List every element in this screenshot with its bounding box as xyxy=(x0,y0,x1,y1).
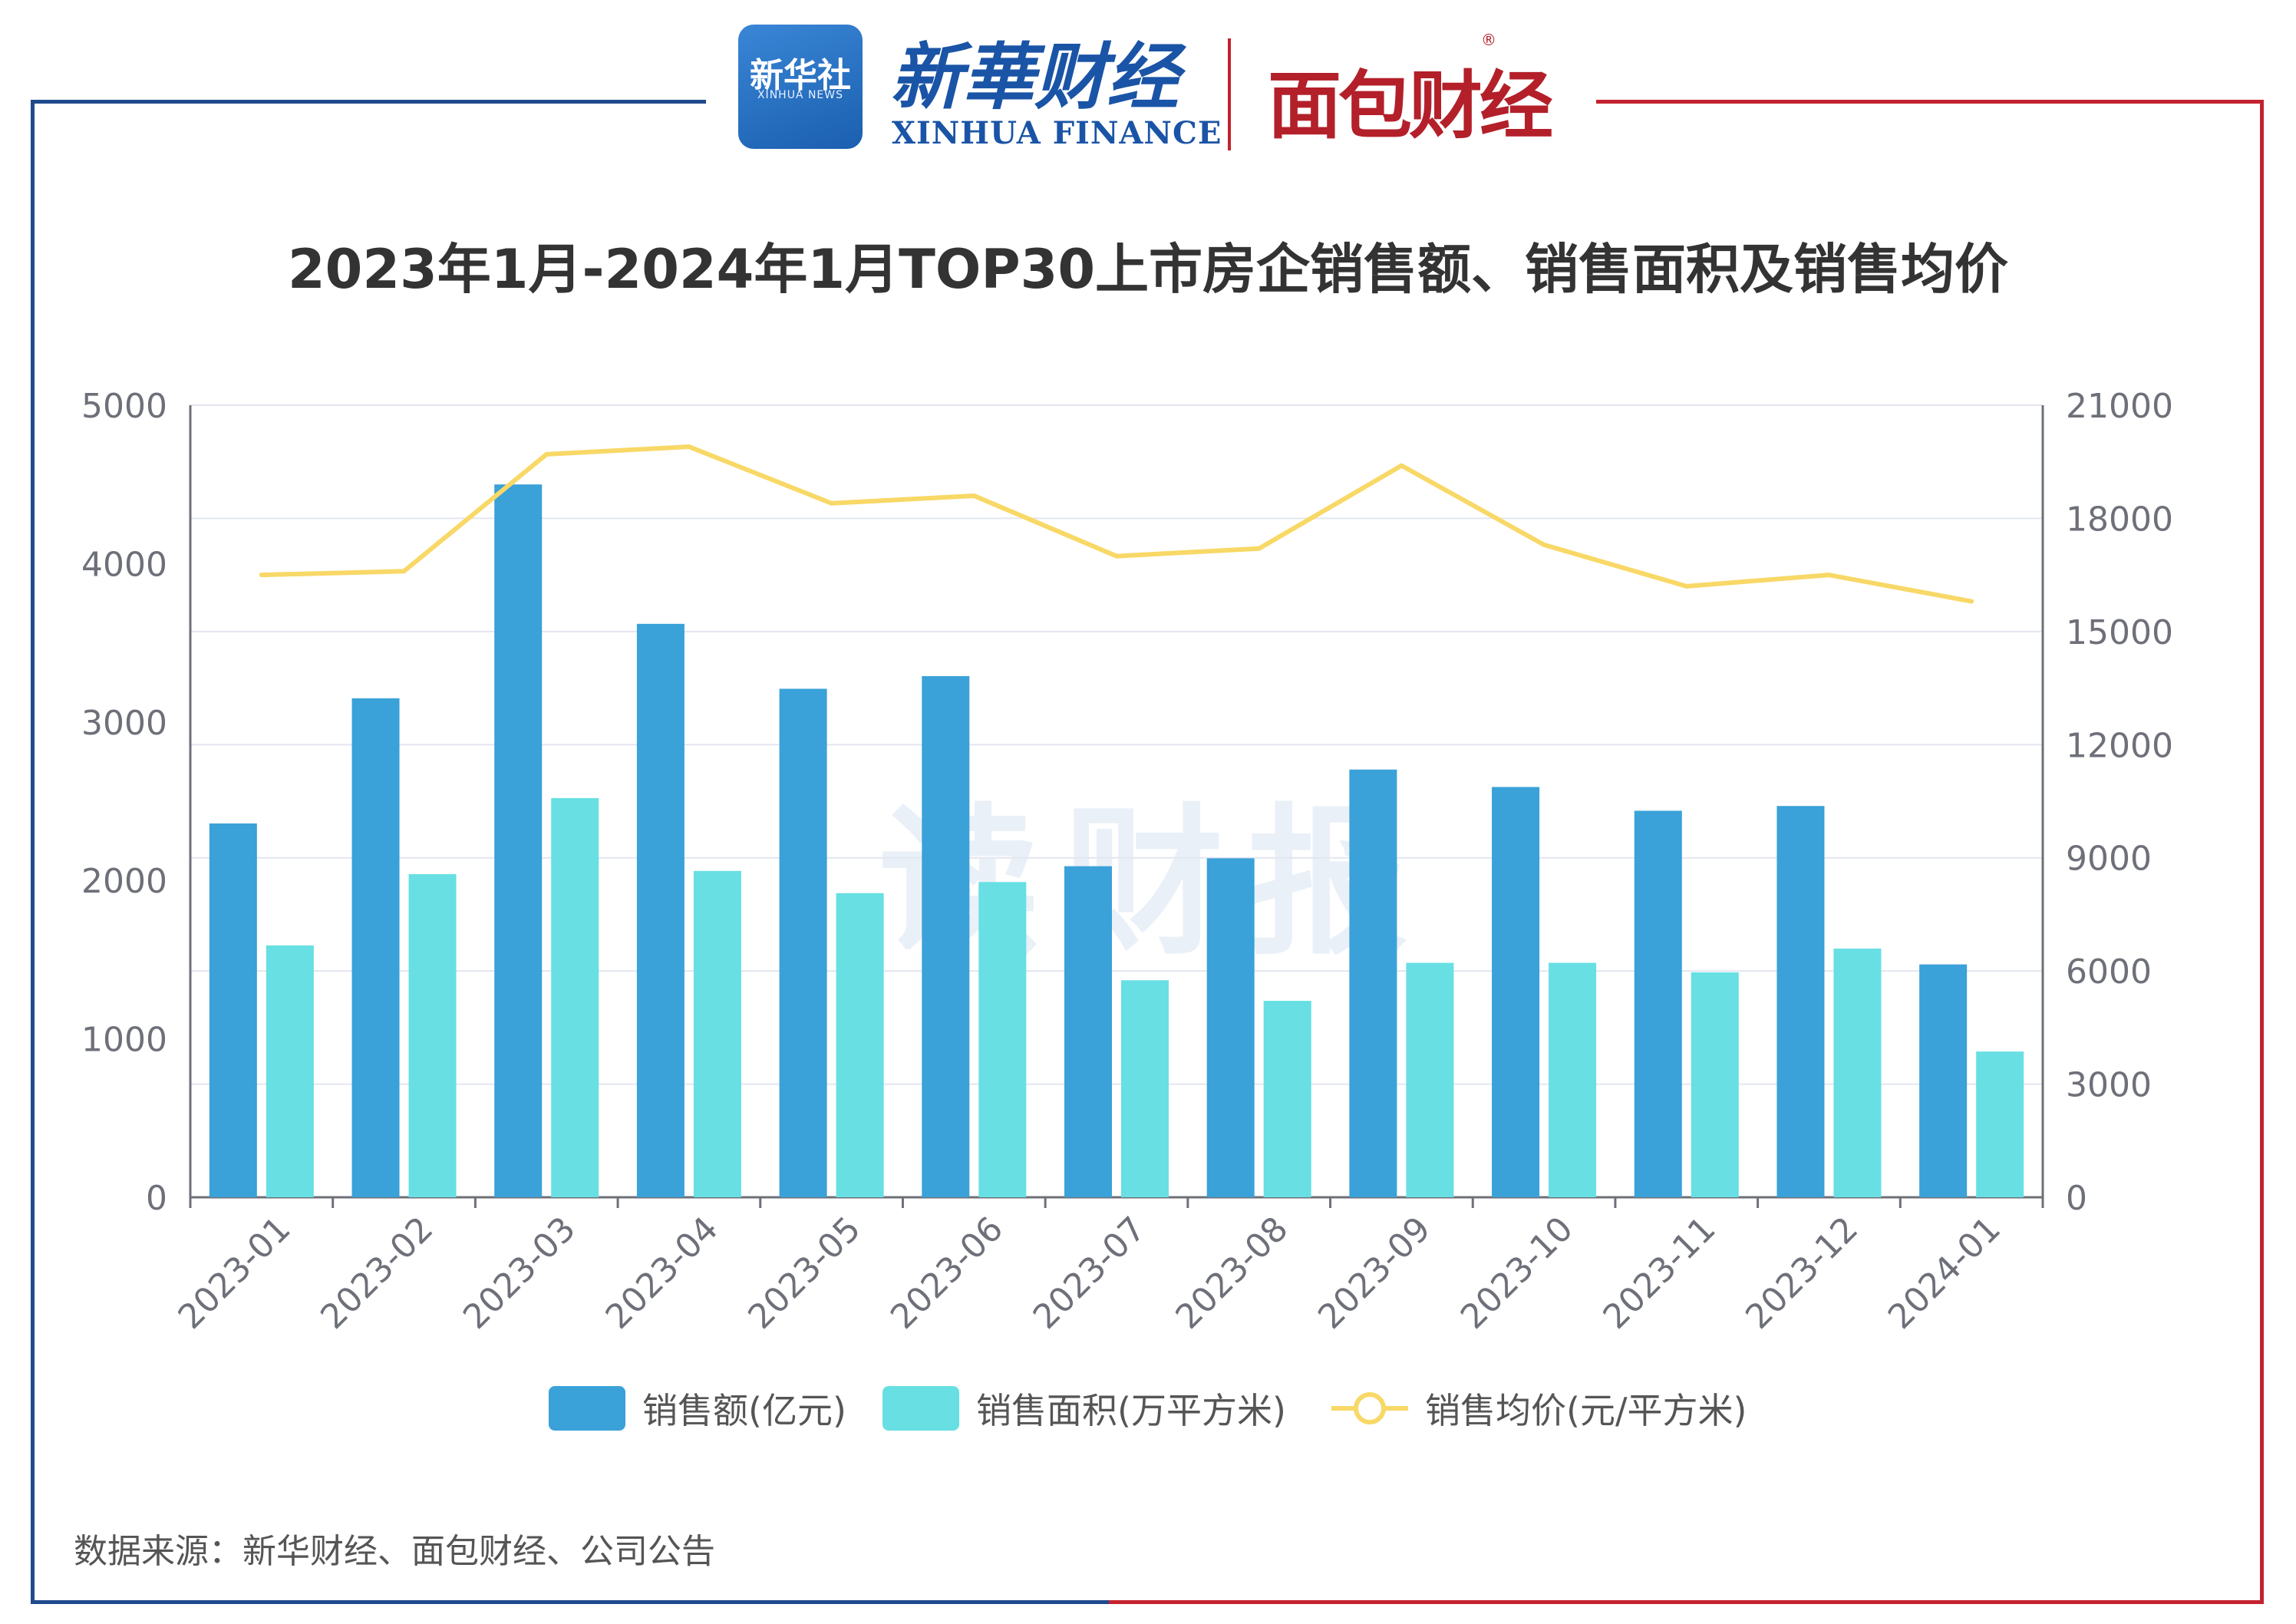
y-left-tick-label: 2000 xyxy=(81,862,167,901)
point-avg-price xyxy=(1399,463,1404,468)
logo-divider xyxy=(1228,38,1231,150)
x-tick-label: 2023-07 xyxy=(1026,1210,1153,1337)
bar-sales-amount xyxy=(1206,858,1255,1197)
xinhua-finance-logo-cn: 新華财经 xyxy=(890,35,1179,120)
x-tick-label: 2023-10 xyxy=(1453,1210,1581,1337)
bar-sales-area xyxy=(408,873,457,1197)
bar-sales-area xyxy=(978,882,1027,1197)
bar-sales-area xyxy=(266,945,314,1197)
bar-sales-amount xyxy=(209,823,257,1197)
point-avg-price xyxy=(259,573,264,578)
bar-sales-area xyxy=(551,797,599,1197)
y-right-tick-label: 21000 xyxy=(2066,387,2173,426)
point-avg-price xyxy=(972,493,977,498)
bar-sales-area xyxy=(693,870,741,1197)
point-avg-price xyxy=(686,444,691,450)
chart-title: 2023年1月-2024年1月TOP30上市房企销售额、销售面积及销售均价 xyxy=(287,238,2009,301)
point-avg-price xyxy=(544,451,549,457)
bar-sales-amount xyxy=(351,698,400,1197)
bar-sales-amount xyxy=(636,623,685,1197)
bar-sales-amount xyxy=(1776,806,1825,1197)
x-tick-label: 2023-06 xyxy=(883,1210,1011,1337)
y-left-tick-label: 1000 xyxy=(81,1021,167,1060)
x-tick-label: 2023-03 xyxy=(456,1210,583,1337)
bar-sales-amount xyxy=(1919,964,1968,1197)
bar-sales-amount xyxy=(494,484,543,1197)
bar-sales-area xyxy=(1263,1001,1311,1197)
bar-sales-amount xyxy=(922,675,970,1197)
y-left-tick-label: 4000 xyxy=(81,545,167,584)
point-avg-price xyxy=(1826,573,1832,578)
bar-sales-area xyxy=(1976,1051,2024,1197)
point-avg-price xyxy=(1542,542,1547,547)
xinhua-logo-en: XINHUA NEWS xyxy=(757,89,844,101)
x-tick-label: 2023-12 xyxy=(1738,1210,1866,1337)
y-right-tick-label: 12000 xyxy=(2066,726,2173,765)
bar-sales-amount xyxy=(1349,769,1397,1197)
xinhua-news-logo: 新华社 XINHUA NEWS xyxy=(738,25,863,149)
bar-sales-area xyxy=(1549,962,1597,1197)
legend-item-sales-area: 销售面积(万平方米) xyxy=(882,1381,1286,1435)
mianbao-finance-logo: 面包财经 xyxy=(1268,63,1553,149)
bar-sales-amount xyxy=(779,688,827,1197)
x-tick-label: 2023-04 xyxy=(599,1210,726,1337)
y-right-tick-label: 3000 xyxy=(2066,1066,2152,1105)
header: 新华社 XINHUA NEWS 新華财经 XINHUA FINANCE 面包财经… xyxy=(0,0,2296,161)
y-right-tick-label: 6000 xyxy=(2066,952,2152,992)
x-tick-label: 2023-01 xyxy=(171,1210,299,1337)
xinhua-finance-logo-en: XINHUA FINANCE xyxy=(892,115,1222,151)
point-avg-price xyxy=(829,500,834,506)
bar-sales-area xyxy=(1121,980,1169,1197)
point-avg-price xyxy=(1256,546,1262,551)
y-right-tick-label: 18000 xyxy=(2066,500,2173,539)
point-avg-price xyxy=(1969,599,1974,604)
xinhua-logo-cn: 新华社 xyxy=(750,56,851,95)
frame-left-border xyxy=(31,100,1109,1604)
bar-sales-amount xyxy=(1634,810,1682,1197)
x-tick-label: 2023-08 xyxy=(1168,1210,1295,1337)
combo-chart: 0 1000 2000 3000 4000 5000 0 3000 6000 9000 12000 1… xyxy=(81,387,2173,1337)
y-right-tick-label: 9000 xyxy=(2066,840,2152,879)
point-avg-price xyxy=(401,569,407,574)
y-right-tick-label: 0 xyxy=(2066,1179,2087,1218)
point-avg-price xyxy=(1684,583,1689,589)
bar-sales-area xyxy=(836,893,884,1197)
frame-right-border xyxy=(1109,100,2264,1604)
y-right-tick-label: 15000 xyxy=(2066,613,2173,652)
bar-sales-amount xyxy=(1064,866,1112,1197)
legend-item-avg-price: 销售均价(元/平方米) xyxy=(1331,1381,1747,1435)
legend-swatch-sales-area xyxy=(882,1386,959,1431)
bar-sales-amount xyxy=(1492,787,1540,1197)
x-tick-label: 2023-02 xyxy=(313,1210,440,1337)
legend: 销售额(亿元) 销售面积(万平方米) 销售均价(元/平方米) xyxy=(0,1381,2296,1435)
x-tick-label: 2023-11 xyxy=(1595,1210,1723,1337)
legend-label-avg-price: 销售均价(元/平方米) xyxy=(1425,1390,1747,1431)
legend-item-sales-amount: 销售额(亿元) xyxy=(549,1381,846,1435)
x-tick-label: 2023-09 xyxy=(1311,1210,1438,1337)
y-left-tick-label: 3000 xyxy=(81,704,167,743)
legend-swatch-avg-price xyxy=(1331,1392,1408,1424)
x-tick-label: 2023-05 xyxy=(741,1210,868,1337)
point-avg-price xyxy=(1114,553,1119,559)
x-tick-label: 2024-01 xyxy=(1881,1210,2008,1337)
legend-label-sales-area: 销售面积(万平方米) xyxy=(976,1390,1286,1431)
y-left-tick-label: 5000 xyxy=(81,387,167,426)
bar-sales-area xyxy=(1406,962,1454,1197)
registered-mark: ® xyxy=(1481,31,1496,49)
source-note: 数据来源：新华财经、面包财经、公司公告 xyxy=(74,1532,715,1571)
bar-sales-area xyxy=(1691,972,1739,1197)
y-left-tick-label: 0 xyxy=(146,1179,167,1218)
legend-swatch-sales-amount xyxy=(549,1386,625,1431)
legend-label-sales-amount: 销售额(亿元) xyxy=(642,1390,846,1431)
bar-sales-area xyxy=(1833,948,1882,1197)
